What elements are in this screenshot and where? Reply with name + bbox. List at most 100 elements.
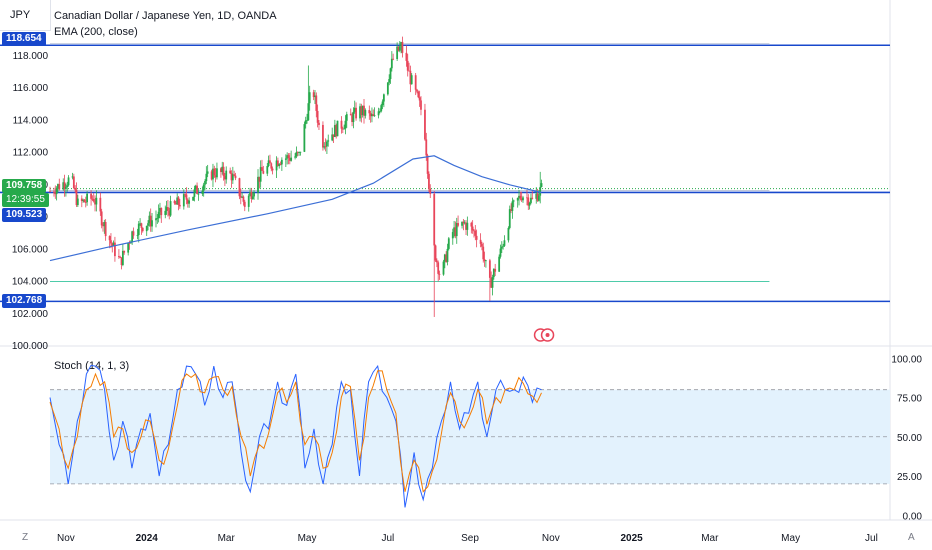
- candle-body: [72, 176, 75, 188]
- candle-body: [62, 182, 65, 190]
- candle: [149, 208, 152, 232]
- candle-body: [528, 202, 531, 206]
- candle: [280, 157, 283, 171]
- candle: [322, 121, 324, 151]
- candle: [242, 195, 245, 206]
- candle-body: [518, 195, 520, 198]
- candle: [435, 258, 438, 268]
- candle: [159, 202, 161, 219]
- candle: [231, 166, 234, 184]
- candle-body: [492, 268, 495, 278]
- candle: [315, 92, 318, 118]
- candle-body: [437, 262, 440, 274]
- candle: [447, 236, 450, 251]
- candle-body: [368, 110, 371, 114]
- candle: [95, 190, 98, 212]
- candle-body: [176, 197, 179, 205]
- stoch-line-d: [49, 370, 542, 493]
- candle: [156, 214, 159, 224]
- candle: [535, 187, 538, 204]
- candle-body: [270, 163, 273, 169]
- candle-body: [192, 196, 194, 201]
- candle-body: [512, 200, 515, 202]
- candle-body: [84, 202, 87, 203]
- candle: [233, 170, 236, 177]
- candle-body: [351, 115, 353, 123]
- candle-body: [303, 124, 306, 152]
- candle: [75, 182, 78, 207]
- candle: [341, 126, 344, 134]
- candle-body: [499, 248, 502, 257]
- candle-body: [530, 197, 532, 203]
- candle: [433, 191, 436, 317]
- candle: [117, 249, 120, 259]
- candle-body: [269, 160, 271, 164]
- candle: [352, 107, 355, 129]
- price-label-ema: 109.523: [2, 208, 47, 222]
- candle: [296, 151, 299, 157]
- candle-body: [482, 246, 485, 260]
- candle: [194, 184, 197, 193]
- candle: [483, 251, 486, 267]
- candle-body: [173, 201, 176, 204]
- currency-label: JPY: [10, 9, 31, 21]
- candle-body: [414, 75, 417, 90]
- candle: [196, 182, 198, 195]
- candle-body: [340, 120, 343, 129]
- candle-body: [416, 89, 418, 92]
- candle-body: [306, 120, 308, 122]
- candle: [471, 220, 474, 234]
- ema-legend[interactable]: EMA (200, close): [54, 26, 138, 38]
- candle: [512, 199, 515, 208]
- candle-body: [326, 141, 328, 147]
- candle-body: [155, 218, 157, 221]
- candle: [388, 74, 391, 86]
- candle-body: [371, 114, 373, 117]
- candle: [371, 107, 373, 123]
- candle: [408, 62, 410, 72]
- candle-body: [392, 58, 395, 60]
- candle-body: [299, 151, 302, 153]
- candle: [307, 65, 310, 121]
- candle: [155, 210, 157, 228]
- candle: [66, 181, 69, 192]
- candle: [141, 227, 144, 233]
- candle: [531, 190, 534, 200]
- price-tick-label: 100.000: [12, 341, 49, 352]
- candle: [491, 274, 494, 296]
- candle: [234, 172, 237, 181]
- candle: [267, 155, 270, 168]
- zoom-button[interactable]: Z: [22, 532, 29, 543]
- candle: [461, 221, 463, 229]
- candle-body: [386, 82, 389, 95]
- candle: [410, 73, 413, 85]
- candle-body: [148, 215, 151, 224]
- chart-title[interactable]: Canadian Dollar / Japanese Yen, 1D, OAND…: [54, 10, 277, 22]
- candle: [308, 85, 311, 111]
- candle: [188, 197, 191, 208]
- candle: [470, 221, 473, 234]
- candle-body: [131, 231, 134, 242]
- candle: [110, 233, 112, 249]
- candle: [204, 179, 206, 190]
- candle-body: [380, 105, 383, 112]
- auto-scale-button[interactable]: A: [908, 532, 915, 543]
- candle: [414, 72, 417, 96]
- candle-body: [332, 134, 335, 138]
- candle-body: [259, 167, 262, 182]
- candle: [318, 119, 320, 131]
- candle: [55, 186, 58, 201]
- candle-body: [287, 155, 290, 158]
- candle-body: [390, 58, 393, 69]
- candle: [409, 65, 412, 93]
- candle: [210, 169, 213, 181]
- price-label-last: 109.758: [2, 179, 47, 193]
- candle-body: [251, 196, 254, 199]
- candle-body: [128, 242, 131, 244]
- candle-body: [223, 176, 226, 180]
- candle-body: [502, 245, 505, 247]
- candle: [335, 123, 338, 139]
- candle: [481, 241, 483, 251]
- candle: [443, 253, 446, 269]
